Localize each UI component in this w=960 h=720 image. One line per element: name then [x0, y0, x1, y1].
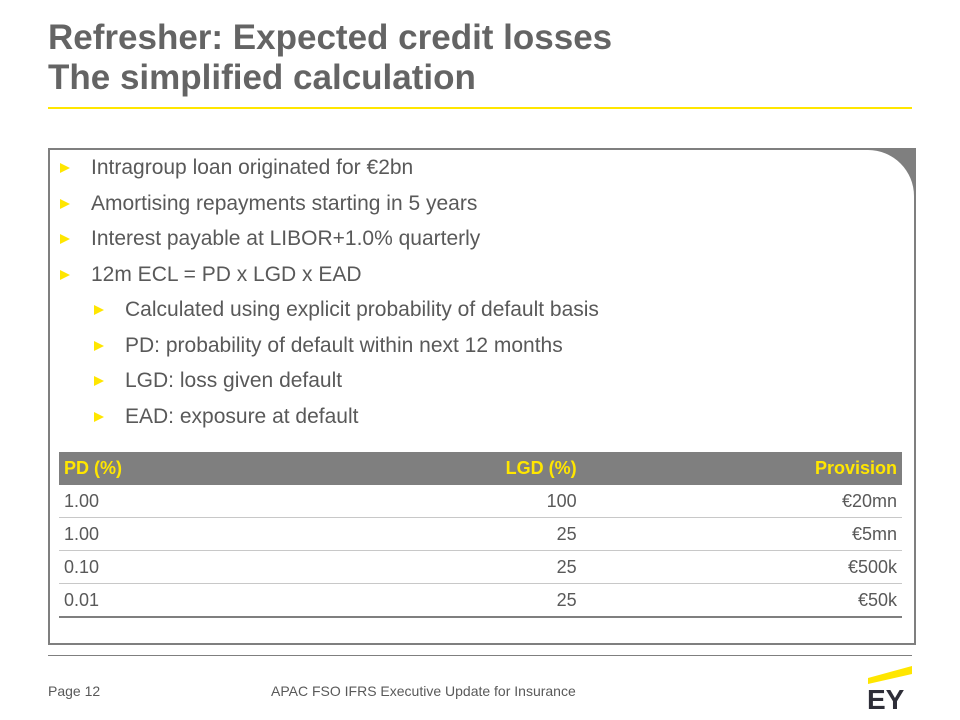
- sub-bullet-item: LGD: loss given default: [58, 369, 898, 393]
- slide-title: Refresher: Expected credit losses The si…: [48, 18, 908, 98]
- table-row: 1.00 100 €20mn: [59, 485, 902, 518]
- cell-pd: 1.00: [59, 517, 270, 551]
- svg-text:EY: EY: [867, 684, 905, 710]
- title-line-2: The simplified calculation: [48, 58, 476, 97]
- bullet-text: EAD: exposure at default: [125, 404, 359, 428]
- table-row: 0.01 25 €50k: [59, 583, 902, 618]
- bullet-text: Amortising repayments starting in 5 year…: [91, 191, 478, 215]
- cell-pd: 0.10: [59, 550, 270, 584]
- title-line-1: Refresher: Expected credit losses: [48, 18, 613, 57]
- bullet-text: Intragroup loan originated for €2bn: [91, 156, 414, 179]
- bullet-text: PD: probability of default within next 1…: [125, 333, 563, 357]
- bullet-item: Amortising repayments starting in 5 year…: [58, 192, 898, 216]
- bullet-arrow-icon: [94, 305, 104, 315]
- cell-lgd: 25: [269, 517, 582, 551]
- table-header-row: PD (%) LGD (%) Provision: [59, 452, 902, 485]
- table-row: 0.10 25 €500k: [59, 550, 902, 584]
- sub-bullet-item: Calculated using explicit probability of…: [58, 298, 898, 322]
- bullet-arrow-icon: [60, 163, 70, 173]
- bullet-text: Interest payable at LIBOR+1.0% quarterly: [91, 227, 481, 250]
- cell-provision: €20mn: [581, 485, 902, 518]
- bullet-item: Intragroup loan originated for €2bn: [58, 156, 898, 180]
- bullet-item: 12m ECL = PD x LGD x EAD: [58, 263, 898, 287]
- cell-pd: 0.01: [59, 583, 270, 618]
- cell-pd: 1.00: [59, 485, 270, 518]
- bullet-arrow-icon: [94, 411, 104, 422]
- ey-logo-icon: EY: [867, 666, 912, 710]
- bullet-arrow-icon: [60, 198, 70, 209]
- footer-divider: [48, 655, 912, 656]
- header-lgd: LGD (%): [269, 452, 582, 485]
- bullet-arrow-icon: [94, 376, 104, 386]
- header-pd: PD (%): [59, 452, 270, 485]
- page-number: Page 12: [48, 683, 101, 699]
- cell-lgd: 25: [269, 550, 582, 584]
- bullet-item: Interest payable at LIBOR+1.0% quarterly: [58, 227, 898, 251]
- sub-bullet-item: EAD: exposure at default: [58, 405, 898, 429]
- cell-provision: €500k: [581, 550, 902, 584]
- cell-lgd: 25: [269, 583, 582, 618]
- footer-title: APAC FSO IFRS Executive Update for Insur…: [271, 683, 576, 699]
- bullet-arrow-icon: [60, 234, 70, 244]
- header-provision: Provision: [581, 452, 902, 485]
- sub-bullet-item: PD: probability of default within next 1…: [58, 334, 898, 358]
- cell-provision: €50k: [581, 583, 902, 618]
- cell-lgd: 100: [269, 485, 582, 518]
- ecl-table: PD (%) LGD (%) Provision 1.00 100 €20mn …: [59, 452, 902, 618]
- table-row: 1.00 25 €5mn: [59, 517, 902, 551]
- bullet-list: Intragroup loan originated for €2bn Amor…: [58, 156, 898, 440]
- title-underline: [48, 107, 912, 109]
- bullet-arrow-icon: [60, 269, 70, 280]
- bullet-arrow-icon: [94, 340, 104, 351]
- cell-provision: €5mn: [581, 517, 902, 551]
- bullet-text: LGD: loss given default: [125, 369, 343, 392]
- bullet-text: Calculated using explicit probability of…: [125, 298, 599, 321]
- bullet-text: 12m ECL = PD x LGD x EAD: [91, 262, 362, 286]
